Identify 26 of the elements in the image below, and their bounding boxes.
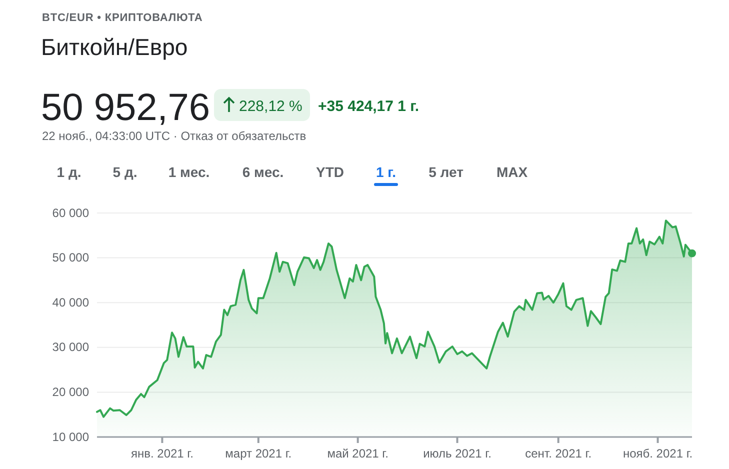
text: +35 424,17 1 г. bbox=[318, 98, 420, 115]
x-tick-label: нояб. 2021 г. bbox=[622, 446, 693, 461]
x-tick-label: май 2021 г. bbox=[327, 446, 388, 461]
x-tick-label: янв. 2021 г. bbox=[130, 446, 194, 461]
y-tick-label: 40 000 bbox=[52, 295, 90, 310]
text: 6 мес. bbox=[242, 164, 284, 180]
text: 1 д. bbox=[56, 164, 82, 180]
text: 1 мес. bbox=[168, 164, 210, 180]
text: 22 нояб., 04:33:00 UTC · Отказ от обязательств bbox=[42, 129, 306, 143]
text: 1 г. bbox=[376, 164, 396, 180]
x-tick-label: март 2021 г. bbox=[225, 446, 292, 461]
x-tick-label: сент. 2021 г. bbox=[525, 446, 592, 461]
y-tick-label: 30 000 bbox=[52, 340, 90, 354]
y-tick-label: 20 000 bbox=[52, 385, 90, 400]
text: 50 952,76 bbox=[41, 87, 210, 129]
x-tick-label: июль 2021 г. bbox=[423, 446, 492, 461]
text: YTD bbox=[316, 164, 344, 180]
text: MAX bbox=[496, 164, 528, 180]
y-tick-label: 10 000 bbox=[52, 430, 90, 444]
text: 228,12 % bbox=[239, 98, 302, 115]
y-tick-label: 50 000 bbox=[52, 250, 90, 265]
chart-title: Биткойн/Евро bbox=[41, 34, 188, 60]
chart-subtitle: BTC/EUR • КРИПТОВАЛЮТА bbox=[42, 12, 203, 24]
text: 5 д. bbox=[112, 164, 138, 180]
text: 5 лет bbox=[428, 164, 464, 180]
y-tick-label: 60 000 bbox=[52, 206, 90, 220]
